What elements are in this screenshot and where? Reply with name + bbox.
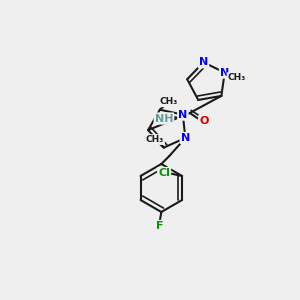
Text: N: N	[199, 57, 208, 67]
Text: CH₃: CH₃	[227, 73, 246, 82]
Text: Cl: Cl	[158, 168, 170, 178]
Text: NH: NH	[155, 113, 173, 124]
Text: CH₃: CH₃	[146, 135, 164, 144]
Text: N: N	[220, 68, 229, 78]
Text: N: N	[178, 110, 188, 120]
Text: O: O	[199, 116, 208, 126]
Text: F: F	[156, 221, 163, 231]
Text: N: N	[181, 133, 190, 143]
Text: CH₃: CH₃	[160, 97, 178, 106]
